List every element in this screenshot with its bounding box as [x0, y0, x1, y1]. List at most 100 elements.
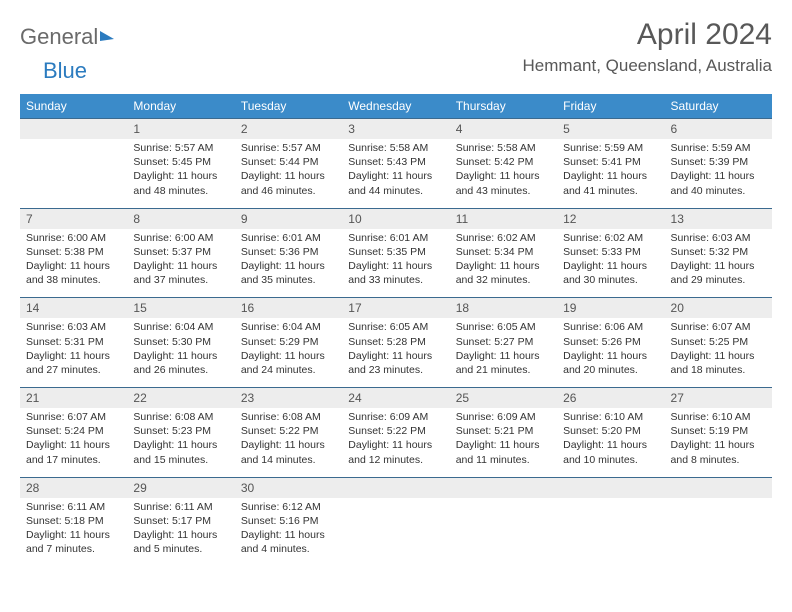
- date-number: 1: [127, 119, 234, 140]
- daylight-text: Daylight: 11 hours and 23 minutes.: [348, 349, 443, 377]
- daylight-text: Daylight: 11 hours and 27 minutes.: [26, 349, 121, 377]
- date-number: 21: [20, 388, 127, 409]
- sunrise-text: Sunrise: 6:11 AM: [26, 500, 121, 514]
- sunset-text: Sunset: 5:20 PM: [563, 424, 658, 438]
- date-number: 17: [342, 298, 449, 319]
- sunset-text: Sunset: 5:36 PM: [241, 245, 336, 259]
- daylight-text: Daylight: 11 hours and 8 minutes.: [671, 438, 766, 466]
- date-cell: Sunrise: 6:01 AMSunset: 5:36 PMDaylight:…: [235, 229, 342, 298]
- daylight-text: Daylight: 11 hours and 46 minutes.: [241, 169, 336, 197]
- daylight-text: Daylight: 11 hours and 30 minutes.: [563, 259, 658, 287]
- date-number: 9: [235, 208, 342, 229]
- date-number: 25: [450, 388, 557, 409]
- date-cell: [342, 498, 449, 567]
- daylight-text: Daylight: 11 hours and 18 minutes.: [671, 349, 766, 377]
- daylight-text: Daylight: 11 hours and 17 minutes.: [26, 438, 121, 466]
- date-data-row: Sunrise: 6:00 AMSunset: 5:38 PMDaylight:…: [20, 229, 772, 298]
- date-data-row: Sunrise: 5:57 AMSunset: 5:45 PMDaylight:…: [20, 139, 772, 208]
- sunrise-text: Sunrise: 6:05 AM: [456, 320, 551, 334]
- daylight-text: Daylight: 11 hours and 21 minutes.: [456, 349, 551, 377]
- date-cell: Sunrise: 5:58 AMSunset: 5:42 PMDaylight:…: [450, 139, 557, 208]
- sunset-text: Sunset: 5:17 PM: [133, 514, 228, 528]
- date-number: 23: [235, 388, 342, 409]
- date-cell: Sunrise: 6:03 AMSunset: 5:32 PMDaylight:…: [665, 229, 772, 298]
- date-number: 22: [127, 388, 234, 409]
- day-header: Saturday: [665, 94, 772, 119]
- daylight-text: Daylight: 11 hours and 12 minutes.: [348, 438, 443, 466]
- sunset-text: Sunset: 5:29 PM: [241, 335, 336, 349]
- sunset-text: Sunset: 5:28 PM: [348, 335, 443, 349]
- date-number: 6: [665, 119, 772, 140]
- date-number: 5: [557, 119, 664, 140]
- date-cell: Sunrise: 6:00 AMSunset: 5:37 PMDaylight:…: [127, 229, 234, 298]
- sunset-text: Sunset: 5:35 PM: [348, 245, 443, 259]
- sunrise-text: Sunrise: 6:04 AM: [133, 320, 228, 334]
- daylight-text: Daylight: 11 hours and 5 minutes.: [133, 528, 228, 556]
- date-cell: Sunrise: 6:11 AMSunset: 5:18 PMDaylight:…: [20, 498, 127, 567]
- sunset-text: Sunset: 5:33 PM: [563, 245, 658, 259]
- sunset-text: Sunset: 5:42 PM: [456, 155, 551, 169]
- sunrise-text: Sunrise: 5:59 AM: [671, 141, 766, 155]
- date-number: 20: [665, 298, 772, 319]
- logo-triangle-icon: [100, 29, 114, 41]
- sunrise-text: Sunrise: 6:01 AM: [241, 231, 336, 245]
- sunrise-text: Sunrise: 6:10 AM: [563, 410, 658, 424]
- sunrise-text: Sunrise: 6:02 AM: [456, 231, 551, 245]
- sunrise-text: Sunrise: 6:01 AM: [348, 231, 443, 245]
- date-number-row: 78910111213: [20, 208, 772, 229]
- sunset-text: Sunset: 5:19 PM: [671, 424, 766, 438]
- title-block: April 2024 Hemmant, Queensland, Australi…: [523, 18, 772, 76]
- sunrise-text: Sunrise: 6:03 AM: [671, 231, 766, 245]
- date-cell: Sunrise: 6:04 AMSunset: 5:30 PMDaylight:…: [127, 318, 234, 387]
- sunset-text: Sunset: 5:23 PM: [133, 424, 228, 438]
- date-number: 19: [557, 298, 664, 319]
- date-cell: Sunrise: 6:02 AMSunset: 5:34 PMDaylight:…: [450, 229, 557, 298]
- sunrise-text: Sunrise: 5:57 AM: [241, 141, 336, 155]
- daylight-text: Daylight: 11 hours and 43 minutes.: [456, 169, 551, 197]
- sunrise-text: Sunrise: 6:02 AM: [563, 231, 658, 245]
- sunrise-text: Sunrise: 6:00 AM: [133, 231, 228, 245]
- daylight-text: Daylight: 11 hours and 33 minutes.: [348, 259, 443, 287]
- date-number: 11: [450, 208, 557, 229]
- sunrise-text: Sunrise: 6:12 AM: [241, 500, 336, 514]
- date-cell: Sunrise: 6:08 AMSunset: 5:23 PMDaylight:…: [127, 408, 234, 477]
- sunset-text: Sunset: 5:22 PM: [241, 424, 336, 438]
- daylight-text: Daylight: 11 hours and 20 minutes.: [563, 349, 658, 377]
- daylight-text: Daylight: 11 hours and 35 minutes.: [241, 259, 336, 287]
- date-number: 15: [127, 298, 234, 319]
- day-header: Sunday: [20, 94, 127, 119]
- date-cell: [450, 498, 557, 567]
- logo: General: [20, 24, 114, 50]
- date-cell: Sunrise: 6:07 AMSunset: 5:24 PMDaylight:…: [20, 408, 127, 477]
- sunrise-text: Sunrise: 6:07 AM: [26, 410, 121, 424]
- calendar-table: Sunday Monday Tuesday Wednesday Thursday…: [20, 94, 772, 566]
- daylight-text: Daylight: 11 hours and 44 minutes.: [348, 169, 443, 197]
- date-cell: Sunrise: 5:57 AMSunset: 5:44 PMDaylight:…: [235, 139, 342, 208]
- date-number-row: 282930: [20, 477, 772, 498]
- sunset-text: Sunset: 5:18 PM: [26, 514, 121, 528]
- date-number: 24: [342, 388, 449, 409]
- daylight-text: Daylight: 11 hours and 4 minutes.: [241, 528, 336, 556]
- sunrise-text: Sunrise: 6:08 AM: [133, 410, 228, 424]
- date-cell: [20, 139, 127, 208]
- daylight-text: Daylight: 11 hours and 10 minutes.: [563, 438, 658, 466]
- date-number: 3: [342, 119, 449, 140]
- date-cell: Sunrise: 5:59 AMSunset: 5:41 PMDaylight:…: [557, 139, 664, 208]
- day-header-row: Sunday Monday Tuesday Wednesday Thursday…: [20, 94, 772, 119]
- logo-text-2: Blue: [43, 58, 87, 83]
- day-header: Thursday: [450, 94, 557, 119]
- daylight-text: Daylight: 11 hours and 15 minutes.: [133, 438, 228, 466]
- date-number: 28: [20, 477, 127, 498]
- sunrise-text: Sunrise: 5:58 AM: [348, 141, 443, 155]
- sunset-text: Sunset: 5:32 PM: [671, 245, 766, 259]
- daylight-text: Daylight: 11 hours and 32 minutes.: [456, 259, 551, 287]
- daylight-text: Daylight: 11 hours and 26 minutes.: [133, 349, 228, 377]
- date-cell: Sunrise: 6:01 AMSunset: 5:35 PMDaylight:…: [342, 229, 449, 298]
- date-number: 8: [127, 208, 234, 229]
- date-number: 2: [235, 119, 342, 140]
- sunrise-text: Sunrise: 6:03 AM: [26, 320, 121, 334]
- date-cell: Sunrise: 5:58 AMSunset: 5:43 PMDaylight:…: [342, 139, 449, 208]
- day-header: Wednesday: [342, 94, 449, 119]
- daylight-text: Daylight: 11 hours and 29 minutes.: [671, 259, 766, 287]
- sunset-text: Sunset: 5:44 PM: [241, 155, 336, 169]
